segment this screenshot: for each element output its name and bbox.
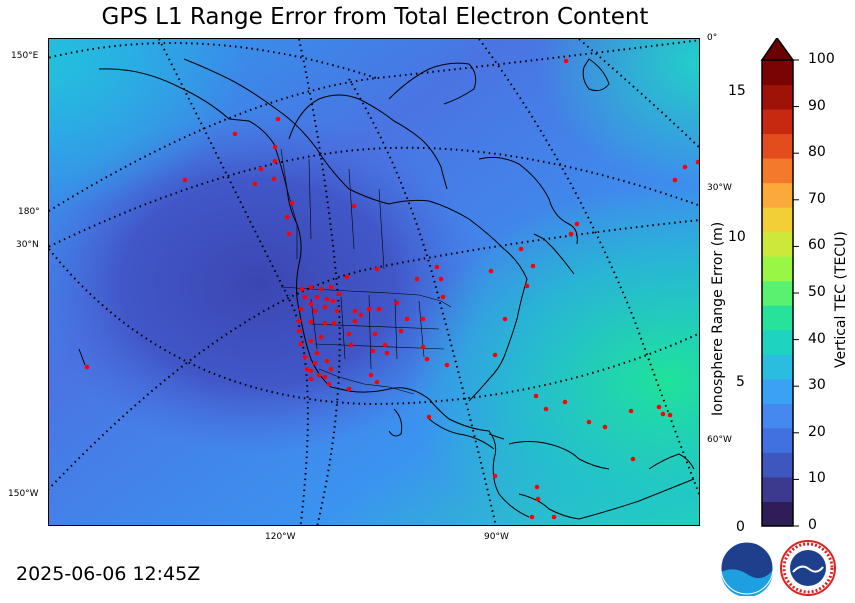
colorbar-band bbox=[762, 427, 793, 453]
colorbar-band bbox=[762, 84, 793, 110]
label-30N: 30°N bbox=[16, 240, 39, 250]
tec-tick-label: 40 bbox=[808, 330, 826, 347]
tec-tick-label: 60 bbox=[808, 237, 826, 254]
nws-logo bbox=[780, 540, 836, 596]
range-tick-10: 10 bbox=[728, 229, 746, 245]
tec-tick-label: 70 bbox=[808, 190, 826, 207]
range-tick-15: 15 bbox=[728, 83, 746, 99]
colorbar-band bbox=[762, 452, 793, 478]
label-150W: 150°W bbox=[8, 489, 39, 499]
tec-tick-label: 30 bbox=[808, 377, 826, 394]
range-tick-0: 0 bbox=[736, 519, 745, 535]
colorbar-extend-arrow bbox=[760, 38, 795, 61]
colorbar-band bbox=[762, 109, 793, 135]
label-30W: 30°W bbox=[707, 183, 732, 193]
colorbar-band bbox=[762, 501, 793, 527]
colorbar-band bbox=[762, 354, 793, 380]
colorbar-bands bbox=[762, 60, 793, 527]
tec-tick-label: 90 bbox=[808, 97, 826, 114]
colorbar-band bbox=[762, 207, 793, 233]
colorbar-band bbox=[762, 476, 793, 502]
colorbar-band bbox=[762, 280, 793, 306]
tec-tick-label: 20 bbox=[808, 423, 826, 440]
label-150E: 150°E bbox=[11, 51, 39, 61]
tec-map bbox=[48, 38, 700, 526]
range-tick-5: 5 bbox=[736, 374, 745, 390]
chart-title: GPS L1 Range Error from Total Electron C… bbox=[101, 4, 649, 30]
label-60W: 60°W bbox=[707, 435, 732, 445]
tec-tick-label: 80 bbox=[808, 144, 826, 161]
graticule bbox=[49, 39, 699, 525]
colorbar-band bbox=[762, 182, 793, 208]
label-120W: 120°W bbox=[265, 532, 296, 542]
colorbar-band bbox=[762, 305, 793, 331]
colorbar-band bbox=[762, 329, 793, 355]
label-0: 0° bbox=[707, 33, 718, 43]
gps-stations bbox=[84, 58, 699, 520]
tec-tick-label: 0 bbox=[808, 517, 817, 533]
colorbar-band bbox=[762, 231, 793, 257]
range-axis-label: Ionosphere Range Error (m) bbox=[710, 221, 726, 416]
colorbar-band bbox=[762, 133, 793, 159]
tec-tick-label: 50 bbox=[808, 284, 826, 300]
colorbar-band bbox=[762, 403, 793, 429]
tec-tick-label: 100 bbox=[808, 51, 835, 67]
timestamp: 2025-06-06 12:45Z bbox=[16, 563, 201, 585]
map-canvas bbox=[49, 39, 699, 525]
label-90W: 90°W bbox=[484, 532, 509, 542]
tec-tick-label: 10 bbox=[808, 470, 826, 487]
tec-axis-label: Vertical TEC (TECU) bbox=[833, 231, 849, 368]
colorbar-band bbox=[762, 378, 793, 404]
colorbar-band bbox=[762, 60, 793, 86]
colorbar-band bbox=[762, 158, 793, 184]
tec-colorbar bbox=[760, 38, 799, 527]
colorbar-band bbox=[762, 256, 793, 282]
label-180: 180° bbox=[18, 207, 40, 217]
noaa-logo bbox=[720, 541, 774, 596]
coastlines bbox=[78, 58, 695, 520]
